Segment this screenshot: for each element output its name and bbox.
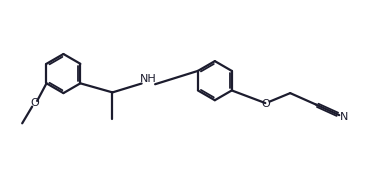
- Text: O: O: [261, 99, 270, 110]
- Text: N: N: [340, 112, 348, 122]
- Text: O: O: [30, 98, 39, 108]
- Text: NH: NH: [140, 74, 156, 84]
